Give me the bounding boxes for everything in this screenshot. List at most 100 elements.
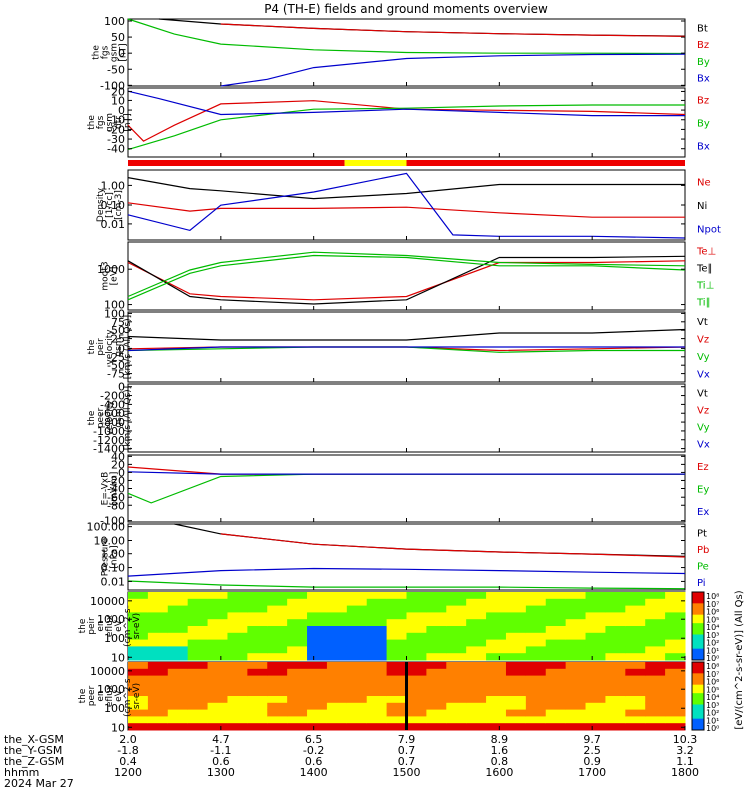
- panel-6: thepeervelocitygsm[km/s (All Qs)]0-200-4…: [87, 381, 710, 456]
- y-tick-label: -800: [100, 416, 125, 429]
- x-tick-y: 3.2: [676, 744, 694, 757]
- x-tick-z: 0.7: [398, 755, 416, 768]
- y-tick-label: -200: [100, 390, 125, 403]
- legend-ti: Ti⊥: [696, 281, 714, 292]
- legend-vx: Vx: [697, 369, 710, 380]
- y-tick-label: 0.10: [101, 199, 126, 212]
- y-tick-label: 10000: [90, 665, 125, 678]
- colorbar-tick: 10²: [706, 709, 719, 718]
- colorbar-tick: 10⁰: [706, 654, 719, 663]
- x-tick-x: 8.9: [491, 733, 509, 746]
- legend-bx: Bx: [697, 74, 710, 85]
- series-By-line: [127, 18, 686, 55]
- mode-bar-segment: [406, 160, 685, 166]
- legend-vt: Vt: [697, 389, 708, 400]
- y-tick-label: -60: [107, 491, 125, 504]
- y-tick-label: 100.00: [87, 521, 126, 534]
- y-tick-label: 0: [118, 47, 125, 60]
- y-tick-label: 0: [118, 104, 125, 117]
- data-gap-line: [405, 662, 408, 730]
- x-tick-z: 0.8: [491, 755, 509, 768]
- panel-9: thepeirenefluxeV(cm^2-s-sr-eV)10000 1000 1…: [78, 591, 686, 664]
- colorbar-tick: 10⁰: [706, 724, 719, 733]
- series-Bx-line: [127, 90, 685, 117]
- x-row-label: 2024 Mar 27: [4, 777, 74, 790]
- y-tick-label: 75: [111, 316, 125, 329]
- legend-bz: Bz: [697, 40, 709, 51]
- x-tick-hhmm: 1200: [114, 766, 142, 779]
- y-tick-label: 50: [111, 324, 125, 337]
- x-tick-y: 1.6: [491, 744, 509, 757]
- panels: thefgsgsm[nT]100500-50-100BtBzByBxthefgs…: [78, 15, 721, 734]
- y-axis-label: E=-VxB[mV/m]: [101, 472, 120, 506]
- y-axis-label: thefgsgsmdtr[nT]: [87, 113, 133, 132]
- series-Ex-line: [127, 471, 685, 475]
- series-Vt-line: [127, 328, 686, 341]
- y-tick-label: -40: [107, 143, 125, 156]
- colorbar-tick: 10⁴: [706, 623, 719, 632]
- y-tick-label: -400: [100, 398, 125, 411]
- series-Pb-line: [220, 533, 686, 558]
- y-tick-label: 100: [104, 15, 125, 28]
- colorbar-tick: 10⁸: [706, 592, 719, 601]
- legend-vz: Vz: [697, 334, 709, 345]
- x-tick-x: 6.5: [305, 733, 323, 746]
- mode-bar: [128, 160, 685, 166]
- legend-pi: Pi: [697, 578, 706, 589]
- y-axis-label: thefgsgsm[nT]: [92, 43, 129, 62]
- colorbar-tick: 10⁶: [706, 608, 719, 617]
- y-tick-label: 100: [104, 702, 125, 715]
- y-tick-label: 50: [111, 31, 125, 44]
- legend-ne: Ne: [697, 178, 711, 189]
- legend-vy: Vy: [697, 352, 710, 363]
- mode-bar-segment: [128, 160, 345, 166]
- legend-te: Te⊥: [696, 247, 716, 258]
- colorbar-label: [eV/(cm^2-s-sr-eV)] (All Qs): [734, 590, 745, 729]
- x-tick-x: 2.0: [119, 733, 137, 746]
- series-Pi-line: [127, 567, 686, 577]
- x-tick-z: 0.4: [119, 755, 137, 768]
- y-tick-label: -80: [107, 499, 125, 512]
- y-tick-label: -50: [107, 63, 125, 76]
- y-tick-label: 20: [111, 85, 125, 98]
- series-Ne-line: [127, 202, 685, 218]
- series-Ti-line: [127, 254, 686, 301]
- colorbar-frame: [691, 591, 705, 661]
- colorbar-tick: 10⁷: [706, 600, 719, 609]
- series-Bz-line: [220, 23, 686, 37]
- y-tick-label: -40: [107, 483, 125, 496]
- colorbar-tick: 10²: [706, 639, 719, 648]
- y-tick-label: -10: [107, 114, 125, 127]
- y-tick-label: 1000: [97, 613, 125, 626]
- y-axis-label: thepeirvelocitygsm[km/s (All Qs)]: [87, 315, 133, 379]
- y-axis-label: moqt3[eV]: [101, 261, 120, 290]
- legend-by: By: [697, 57, 710, 68]
- legend-ni: Ni: [697, 201, 707, 212]
- legend-bz: Bz: [697, 96, 709, 107]
- legend-vx: Vx: [697, 440, 710, 451]
- colorbars: 10⁸10⁷10⁶10⁵10⁴10³10²10¹10⁰10⁸10⁷10⁶10⁵1…: [691, 590, 745, 733]
- y-tick-label: 100: [104, 632, 125, 645]
- x-row-label: the_X-GSM: [4, 733, 64, 746]
- y-tick-label: -600: [100, 407, 125, 420]
- series-Te-line: [127, 255, 686, 305]
- x-row-label: the_Y-GSM: [4, 744, 62, 757]
- y-tick-label: 1000: [97, 263, 125, 276]
- legend-by: By: [697, 119, 710, 130]
- colorbar-tick: 10⁸: [706, 662, 719, 671]
- panel-5: thepeirvelocitygsm[km/s (All Qs)]1007550…: [87, 307, 710, 383]
- panel-1: thefgsgsm[nT] 100 50 0 -50 -100 Bt Bz By Bx: [92, 15, 710, 92]
- y-tick-label: 100: [104, 307, 125, 320]
- y-axis-label: thepeervelocitygsm[km/s (All Qs)]: [87, 386, 133, 450]
- x-tick-hhmm: 1800: [671, 766, 699, 779]
- series-Te-line: [127, 260, 686, 301]
- colorbar-tick: 10¹: [706, 716, 719, 725]
- y-tick-label: 0: [118, 466, 125, 479]
- x-tick-x: 4.7: [212, 733, 230, 746]
- colorbar-tick: 10³: [706, 701, 719, 710]
- y-tick-label: -20: [107, 474, 125, 487]
